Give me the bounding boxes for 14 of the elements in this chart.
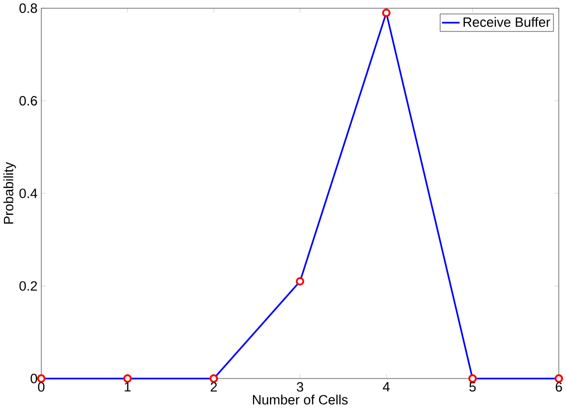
x-tick-label: 1 — [124, 382, 131, 392]
y-axis-title: Probability — [3, 162, 16, 224]
legend-label: Receive Buffer — [464, 17, 550, 27]
x-tick-label: 3 — [296, 382, 304, 392]
x-tick-label: 6 — [556, 382, 562, 392]
x-tick-label: 4 — [382, 382, 390, 392]
x-tick-label: 5 — [469, 382, 476, 392]
y-tick-label: 0.4 — [19, 188, 38, 198]
x-axis-title: Number of Cells — [253, 394, 348, 405]
y-tick-label: 0.6 — [19, 96, 38, 106]
x-tick-label: 0 — [38, 382, 44, 392]
y-tick-label: 0.2 — [19, 281, 37, 291]
y-tick-label: 0 — [30, 374, 38, 384]
y-tick-label: 0.8 — [19, 3, 38, 13]
